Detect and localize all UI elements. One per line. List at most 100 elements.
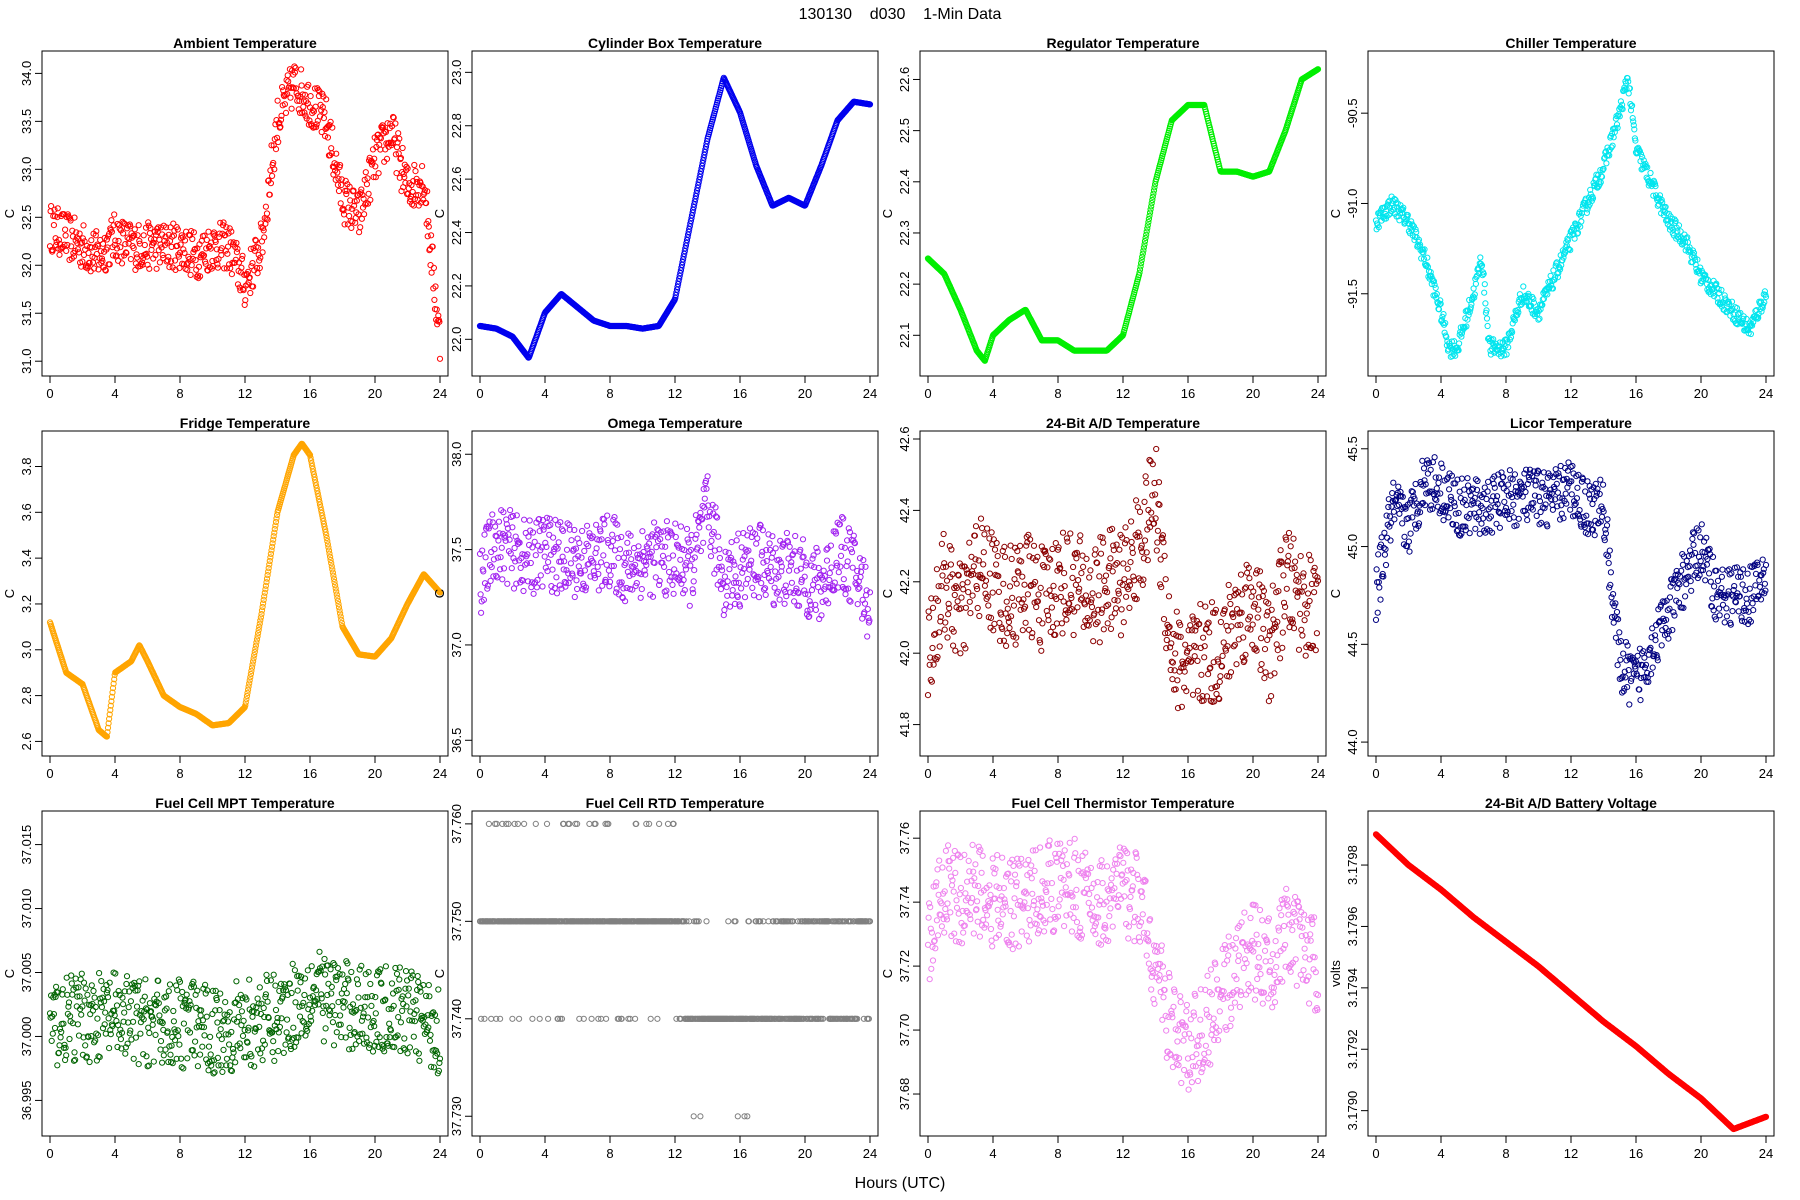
data-point xyxy=(675,278,682,285)
data-point xyxy=(1134,533,1141,540)
data-point xyxy=(1225,627,1232,634)
data-point xyxy=(372,163,379,170)
data-point xyxy=(1042,551,1049,558)
data-point xyxy=(788,559,795,566)
data-point xyxy=(1107,625,1115,633)
data-point xyxy=(1609,142,1616,149)
data-point xyxy=(52,235,59,242)
y-axis-label: C xyxy=(432,209,447,218)
data-point xyxy=(1003,642,1010,650)
data-point xyxy=(1143,479,1150,486)
data-point xyxy=(725,549,732,557)
data-point xyxy=(632,561,639,569)
data-point xyxy=(309,110,316,117)
data-point xyxy=(758,580,765,587)
data-point xyxy=(1584,206,1591,213)
data-point xyxy=(555,539,562,546)
data-point xyxy=(1241,585,1249,592)
data-point xyxy=(319,512,326,519)
data-point xyxy=(1144,225,1151,232)
data-point xyxy=(1230,643,1237,650)
data-point xyxy=(526,517,533,524)
y-axis-label: C xyxy=(880,589,895,598)
data-point xyxy=(295,106,302,113)
data-point xyxy=(234,245,241,252)
data-point xyxy=(314,490,321,497)
data-point xyxy=(1253,647,1260,654)
data-point xyxy=(1138,257,1145,264)
figure-xlabel: Hours (UTC) xyxy=(855,1175,946,1192)
x-tick-label: 20 xyxy=(368,766,382,781)
data-point xyxy=(1081,601,1088,608)
x-tick-label: 4 xyxy=(111,766,118,781)
data-point xyxy=(341,221,348,228)
data-point xyxy=(527,559,534,567)
data-point xyxy=(1437,300,1444,307)
data-point xyxy=(312,479,319,486)
x-tick-label: 20 xyxy=(798,386,812,401)
data-point xyxy=(1487,351,1495,358)
data-point xyxy=(673,286,681,293)
data-point xyxy=(254,270,261,277)
data-point xyxy=(926,661,933,668)
data-point xyxy=(1201,654,1208,661)
data-point xyxy=(628,556,635,563)
data-point xyxy=(315,86,322,94)
data-point xyxy=(815,584,822,591)
data-point xyxy=(801,587,808,594)
data-point xyxy=(231,259,238,266)
data-point xyxy=(1172,650,1179,657)
x-tick-label: 4 xyxy=(541,386,548,401)
data-point xyxy=(1026,553,1033,560)
data-point xyxy=(552,516,559,524)
data-point xyxy=(944,634,951,641)
data-point xyxy=(690,206,697,213)
data-point xyxy=(1189,691,1197,698)
data-point xyxy=(998,611,1005,618)
data-point xyxy=(250,283,257,290)
data-point xyxy=(670,590,677,597)
data-point xyxy=(1242,651,1249,658)
data-point xyxy=(802,590,809,598)
data-point xyxy=(1077,532,1084,539)
data-point xyxy=(1574,229,1582,236)
data-point xyxy=(504,580,511,587)
data-point xyxy=(117,244,124,251)
data-point xyxy=(1549,285,1557,292)
data-point xyxy=(1216,678,1223,686)
data-point xyxy=(685,231,692,238)
data-point xyxy=(1484,322,1491,330)
data-point xyxy=(1230,613,1237,621)
data-point xyxy=(244,689,251,697)
data-point xyxy=(306,451,313,458)
data-point xyxy=(1116,546,1123,553)
data-point xyxy=(768,578,775,585)
data-point xyxy=(672,520,679,527)
data-point xyxy=(566,526,573,533)
data-point xyxy=(661,563,668,571)
data-point xyxy=(704,473,711,480)
data-point xyxy=(311,474,318,481)
data-point xyxy=(324,538,331,545)
data-point xyxy=(1597,167,1604,174)
data-point xyxy=(1233,661,1240,668)
data-point xyxy=(1536,315,1543,322)
data-point xyxy=(359,191,366,198)
data-point xyxy=(1208,599,1216,606)
data-point xyxy=(1445,346,1452,353)
data-point xyxy=(177,241,184,248)
data-point xyxy=(980,549,987,556)
data-point xyxy=(996,637,1004,645)
data-point xyxy=(1086,574,1093,581)
data-point xyxy=(248,263,255,270)
data-point xyxy=(699,162,706,169)
data-point xyxy=(934,653,941,661)
data-point xyxy=(270,536,277,543)
data-point xyxy=(826,570,833,577)
data-point xyxy=(1762,293,1770,300)
y-tick-label: 22.2 xyxy=(897,271,912,296)
data-point xyxy=(1611,129,1618,136)
data-point xyxy=(849,564,856,571)
data-point xyxy=(267,167,274,174)
